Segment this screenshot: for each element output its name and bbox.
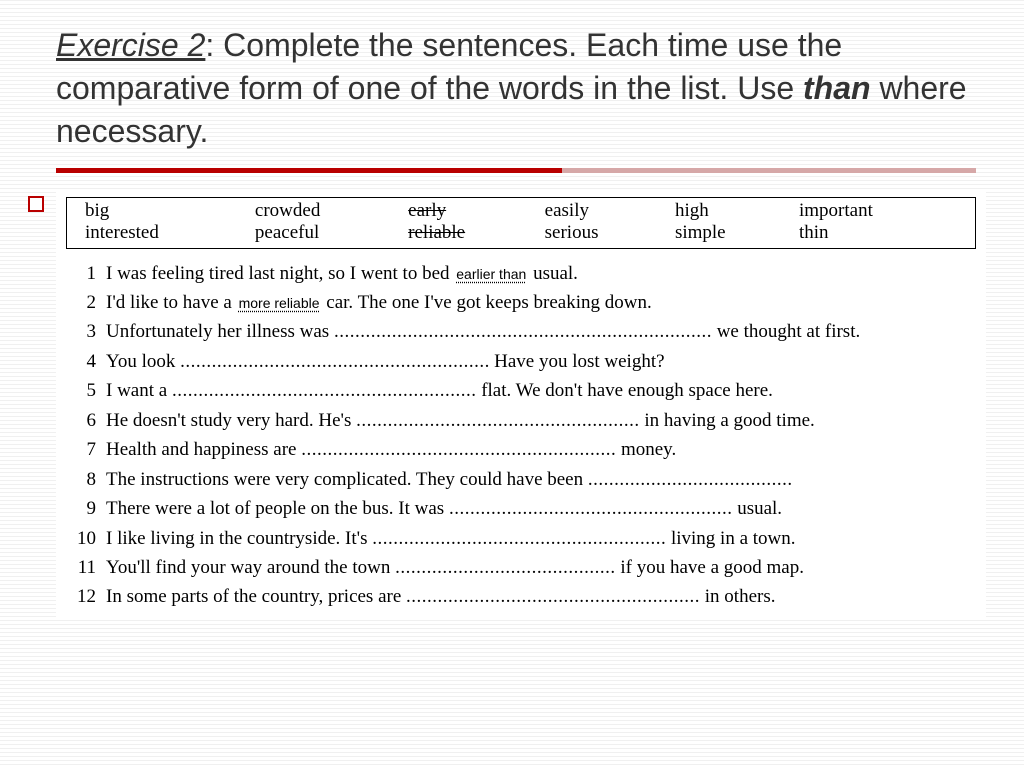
question-post-text: . Have you lost weight? — [485, 351, 665, 372]
word-row-1: big crowded early easily high important — [79, 200, 963, 222]
question-number: 1 — [70, 259, 106, 288]
question-post-text: car. The one I've got keeps breaking dow… — [322, 292, 652, 313]
word-thin: thin — [793, 222, 963, 244]
question-row: 9There were a lot of people on the bus. … — [70, 494, 976, 523]
question-text: You'll find your way around the town ...… — [106, 553, 976, 582]
filled-answer: earlier than — [454, 266, 528, 282]
question-text: The instructions were very complicated. … — [106, 465, 976, 494]
question-row: 6He doesn't study very hard. He's ......… — [70, 406, 976, 435]
question-text: Unfortunately her illness was ..........… — [106, 317, 976, 346]
question-post-text: usual. — [528, 263, 578, 284]
filled-answer: more reliable — [237, 295, 322, 311]
blank-dots: ........................................… — [395, 557, 616, 578]
word-easily: easily — [539, 200, 669, 222]
word-early: early — [402, 200, 539, 222]
word-list-box: big crowded early easily high important … — [66, 197, 976, 249]
question-number: 6 — [70, 406, 106, 435]
blank-dots: ........................................… — [449, 498, 733, 519]
word-simple: simple — [669, 222, 793, 244]
question-text: I'd like to have a more reliable car. Th… — [106, 288, 976, 317]
question-row: 1I was feeling tired last night, so I we… — [70, 259, 976, 288]
slide-bullet-marker — [28, 196, 44, 212]
exercise-content: big crowded early easily high important … — [56, 191, 986, 618]
word-big: big — [79, 200, 249, 222]
question-post-text: living in a town. — [666, 528, 795, 549]
question-row: 4You look ..............................… — [70, 347, 976, 376]
question-pre-text: Unfortunately her illness was — [106, 321, 334, 342]
question-row: 12In some parts of the country, prices a… — [70, 582, 976, 611]
question-post-text: we thought at first. — [712, 321, 860, 342]
question-pre-text: I'd like to have a — [106, 292, 237, 313]
exercise-number: Exercise 2 — [56, 27, 205, 63]
question-number: 7 — [70, 435, 106, 464]
title-than-word: than — [803, 70, 871, 106]
word-list-table: big crowded early easily high important … — [79, 200, 963, 244]
blank-dots: ...................................... — [588, 469, 788, 490]
question-row: 2I'd like to have a more reliable car. T… — [70, 288, 976, 317]
question-row: 8The instructions were very complicated.… — [70, 465, 976, 494]
blank-dots: ........................................… — [172, 380, 477, 401]
question-text: Health and happiness are ...............… — [106, 435, 976, 464]
question-number: 3 — [70, 317, 106, 346]
question-text: In some parts of the country, prices are… — [106, 582, 976, 611]
word-serious: serious — [539, 222, 669, 244]
question-post-text: usual. — [732, 498, 782, 519]
slide-container: Exercise 2: Complete the sentences. Each… — [0, 0, 1024, 638]
word-high: high — [669, 200, 793, 222]
word-reliable: reliable — [402, 222, 539, 244]
word-interested: interested — [79, 222, 249, 244]
blank-dots: ........................................… — [372, 528, 666, 549]
question-list: 1I was feeling tired last night, so I we… — [66, 259, 976, 612]
question-pre-text: You look — [106, 351, 180, 372]
question-number: 11 — [70, 553, 106, 582]
question-pre-text: The instructions were very complicated. … — [106, 469, 588, 490]
question-text: He doesn't study very hard. He's .......… — [106, 406, 976, 435]
question-pre-text: In some parts of the country, prices are — [106, 586, 406, 607]
question-pre-text: I was feeling tired last night, so I wen… — [106, 263, 454, 284]
question-number: 9 — [70, 494, 106, 523]
question-row: 11You'll find your way around the town .… — [70, 553, 976, 582]
question-pre-text: You'll find your way around the town — [106, 557, 395, 578]
question-pre-text: He doesn't study very hard. He's — [106, 410, 356, 431]
question-number: 2 — [70, 288, 106, 317]
question-row: 5I want a ..............................… — [70, 376, 976, 405]
question-text: I want a ...............................… — [106, 376, 976, 405]
question-pre-text: I like living in the countryside. It's — [106, 528, 372, 549]
blank-dots: ........................................… — [301, 439, 616, 460]
word-peaceful: peaceful — [249, 222, 402, 244]
question-post-text: if you have a good map. — [616, 557, 804, 578]
question-row: 3Unfortunately her illness was .........… — [70, 317, 976, 346]
question-post-text: in having a good time. — [640, 410, 815, 431]
question-text: I was feeling tired last night, so I wen… — [106, 259, 976, 288]
question-number: 4 — [70, 347, 106, 376]
question-text: I like living in the countryside. It's .… — [106, 524, 976, 553]
question-number: 5 — [70, 376, 106, 405]
red-divider — [56, 168, 976, 173]
question-post-text: flat. We don't have enough space here. — [476, 380, 772, 401]
question-pre-text: There were a lot of people on the bus. I… — [106, 498, 449, 519]
question-text: There were a lot of people on the bus. I… — [106, 494, 976, 523]
question-text: You look ...............................… — [106, 347, 976, 376]
blank-dots: ........................................… — [180, 351, 485, 372]
question-number: 12 — [70, 582, 106, 611]
question-post-text: money. — [616, 439, 676, 460]
question-post-text: . — [787, 469, 792, 490]
question-number: 8 — [70, 465, 106, 494]
question-pre-text: I want a — [106, 380, 172, 401]
blank-dots: ........................................… — [334, 321, 712, 342]
question-row: 7Health and happiness are ..............… — [70, 435, 976, 464]
question-row: 10I like living in the countryside. It's… — [70, 524, 976, 553]
blank-dots: ........................................… — [356, 410, 640, 431]
word-row-2: interested peaceful reliable serious sim… — [79, 222, 963, 244]
question-number: 10 — [70, 524, 106, 553]
word-crowded: crowded — [249, 200, 402, 222]
blank-dots: ........................................… — [406, 586, 700, 607]
word-important: important — [793, 200, 963, 222]
question-post-text: in others. — [700, 586, 775, 607]
exercise-title: Exercise 2: Complete the sentences. Each… — [56, 24, 976, 154]
question-pre-text: Health and happiness are — [106, 439, 301, 460]
